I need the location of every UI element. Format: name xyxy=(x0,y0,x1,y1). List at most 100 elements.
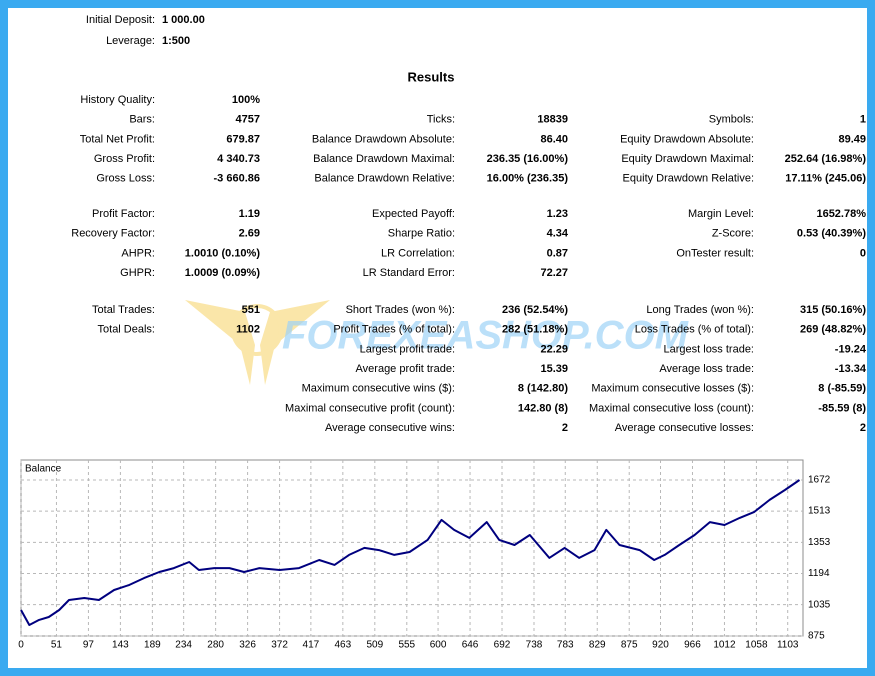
x-tick-label: 692 xyxy=(494,640,511,651)
metric-value: 89.49 xyxy=(838,133,866,145)
metric-value: 0.87 xyxy=(547,247,568,259)
metric-value: 1.0009 (0.09%) xyxy=(185,267,261,279)
metric-label: Gross Loss: xyxy=(96,173,155,185)
x-tick-label: 555 xyxy=(398,640,415,651)
y-tick-label: 1035 xyxy=(808,599,831,610)
metric-value: 551 xyxy=(242,304,260,316)
metric-label: Profit Trades (% of total): xyxy=(333,324,455,336)
metric-label: Maximal consecutive profit (count): xyxy=(285,402,455,414)
y-tick-label: 1513 xyxy=(808,506,831,517)
metric-label: Gross Profit: xyxy=(94,153,155,165)
plot-area xyxy=(20,459,804,637)
metric-label: LR Correlation: xyxy=(381,247,455,259)
metric-value: 142.80 (8) xyxy=(518,402,568,414)
metric-label: Average loss trade: xyxy=(659,363,754,375)
metric-label: Average consecutive losses: xyxy=(615,422,754,434)
x-tick-label: 372 xyxy=(271,640,288,651)
metric-value: -3 660.86 xyxy=(214,173,260,185)
metric-label: Maximum consecutive wins ($): xyxy=(302,383,455,395)
x-tick-label: 97 xyxy=(83,640,95,651)
watermark-logo xyxy=(185,300,330,385)
metric-value: 4 340.73 xyxy=(217,153,260,165)
x-tick-label: 966 xyxy=(684,640,701,651)
section-title: Results xyxy=(408,69,455,84)
frame-right xyxy=(867,0,875,676)
watermark-text: FOREXEASHOP.COM xyxy=(282,314,690,358)
metric-value: 2.69 xyxy=(239,228,260,240)
metric-label: Total Net Profit: xyxy=(80,133,155,145)
metric-label: Equity Drawdown Absolute: xyxy=(620,133,754,145)
metric-value: 1102 xyxy=(236,324,260,336)
metric-label: Balance Drawdown Absolute: xyxy=(312,133,455,145)
wing-right xyxy=(260,300,330,385)
field-value: 1 000.00 xyxy=(162,14,205,26)
metric-value: 22.29 xyxy=(540,343,568,355)
metric-label: LR Standard Error: xyxy=(363,267,455,279)
metric-label: GHPR: xyxy=(120,267,155,279)
x-tick-label: 0 xyxy=(18,640,24,651)
metric-label: Recovery Factor: xyxy=(71,228,155,240)
field-value: 1:500 xyxy=(162,35,190,47)
metric-label: Equity Drawdown Relative: xyxy=(623,173,754,185)
metric-label: Average consecutive wins: xyxy=(325,422,455,434)
x-tick-label: 1103 xyxy=(777,640,799,651)
field-label: Leverage: xyxy=(106,35,155,47)
metric-label: Balance Drawdown Relative: xyxy=(314,173,455,185)
metric-label: Total Deals: xyxy=(98,324,155,336)
x-tick-label: 326 xyxy=(239,640,256,651)
x-tick-label: 189 xyxy=(144,640,161,651)
y-tick-label: 1194 xyxy=(808,568,830,579)
x-tick-label: 783 xyxy=(557,640,574,651)
legend-label: Balance xyxy=(25,464,62,475)
x-tick-label: 463 xyxy=(334,640,351,651)
frame-top xyxy=(0,0,875,8)
metric-value: -19.24 xyxy=(835,343,867,355)
metric-value: -85.59 (8) xyxy=(818,402,866,414)
metric-label: AHPR: xyxy=(121,247,155,259)
metric-value: 236.35 (16.00%) xyxy=(487,153,569,165)
x-tick-label: 280 xyxy=(207,640,224,651)
metric-value: 16.00% (236.35) xyxy=(487,173,569,185)
metric-label: Largest loss trade: xyxy=(664,343,755,355)
metric-value: 282 (51.18%) xyxy=(502,324,568,336)
metric-label: OnTester result: xyxy=(676,247,754,259)
metric-value: 315 (50.16%) xyxy=(800,304,866,316)
y-tick-label: 1353 xyxy=(808,537,831,548)
metric-label: Margin Level: xyxy=(688,208,754,220)
x-tick-label: 417 xyxy=(303,640,320,651)
x-tick-label: 1012 xyxy=(713,640,736,651)
x-tick-label: 51 xyxy=(51,640,63,651)
metric-label: Maximum consecutive losses ($): xyxy=(591,383,754,395)
metric-label: Total Trades: xyxy=(92,304,155,316)
metric-label: Long Trades (won %): xyxy=(646,304,754,316)
x-tick-label: 234 xyxy=(175,640,192,651)
metric-value: 8 (-85.59) xyxy=(818,383,866,395)
y-tick-label: 1672 xyxy=(808,475,831,486)
x-tick-label: 646 xyxy=(462,640,479,651)
metric-label: Z-Score: xyxy=(712,228,754,240)
metric-label: Ticks: xyxy=(427,114,455,126)
metric-value: 0.53 (40.39%) xyxy=(797,228,866,240)
metric-value: 269 (48.82%) xyxy=(800,324,866,336)
metric-label: Maximal consecutive loss (count): xyxy=(589,402,754,414)
metric-label: Symbols: xyxy=(709,114,754,126)
logo-ring xyxy=(231,304,283,356)
field-label: Initial Deposit: xyxy=(86,14,155,26)
metric-value: 0 xyxy=(860,247,866,259)
metric-value: 72.27 xyxy=(540,267,568,279)
metric-label: Short Trades (won %): xyxy=(346,304,455,316)
x-tick-label: 1058 xyxy=(745,640,768,651)
metric-value: 236 (52.54%) xyxy=(502,304,568,316)
x-tick-label: 738 xyxy=(526,640,543,651)
metric-label: Average profit trade: xyxy=(356,363,455,375)
balance-line xyxy=(20,479,801,626)
metric-label: Expected Payoff: xyxy=(372,208,455,220)
metric-value: 100% xyxy=(232,94,260,106)
x-tick-label: 829 xyxy=(589,640,606,651)
metric-value: 1.23 xyxy=(547,208,568,220)
metric-label: Loss Trades (% of total): xyxy=(635,324,754,336)
metric-value: 1652.78% xyxy=(816,208,866,220)
metric-value: 252.64 (16.98%) xyxy=(785,153,867,165)
metric-value: 1.19 xyxy=(239,208,260,220)
